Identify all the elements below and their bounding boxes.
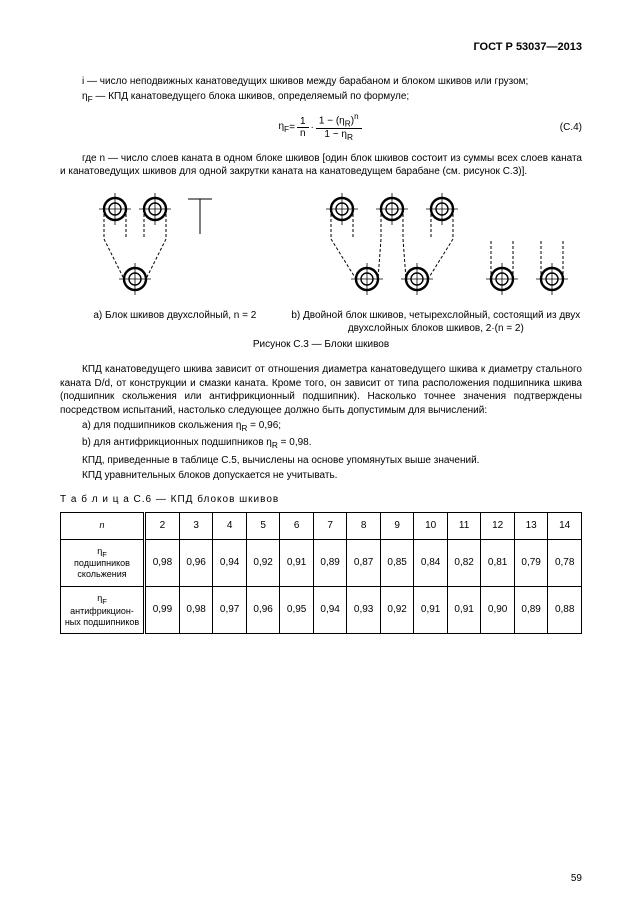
table-header-cell: 14 bbox=[548, 513, 582, 540]
table-header-cell: 7 bbox=[313, 513, 347, 540]
table-cell: 0,89 bbox=[313, 539, 347, 586]
page-number: 59 bbox=[571, 872, 582, 886]
table-cell: 0,89 bbox=[514, 586, 548, 633]
caption-a: a) Блок шкивов двухслойный, n = 2 bbox=[60, 309, 290, 336]
table-header-cell: 3 bbox=[179, 513, 213, 540]
frac2-num: 1 − (ηR)n bbox=[316, 113, 362, 129]
p2a-text: a) для подшипников скольжения η bbox=[82, 420, 241, 431]
table-cell: 0,97 bbox=[213, 586, 247, 633]
table-header-cell: 4 bbox=[213, 513, 247, 540]
row2-head: ηF антифрикцион-ных подшипников bbox=[61, 586, 145, 633]
table-cell: 0,85 bbox=[380, 539, 414, 586]
table-cell: 0,96 bbox=[179, 539, 213, 586]
defn-n: где n — число слоев каната в одном блоке… bbox=[60, 152, 582, 179]
table-header-cell: 6 bbox=[280, 513, 314, 540]
defn-i: i — число неподвижных канатоведущих шкив… bbox=[60, 75, 582, 89]
formula-lhs: ηF bbox=[278, 120, 289, 135]
paragraph-kpd3: КПД уравнительных блоков допускается не … bbox=[60, 469, 582, 483]
table-cell: 0,92 bbox=[246, 539, 280, 586]
table-header-cell: 9 bbox=[380, 513, 414, 540]
frac-1n: 1 n bbox=[297, 116, 309, 140]
frac1-num: 1 bbox=[297, 116, 309, 128]
den2a: 1 − η bbox=[324, 129, 347, 140]
table-cell: 0,98 bbox=[145, 539, 180, 586]
table-cell: 0,78 bbox=[548, 539, 582, 586]
caption-b: b) Двойной блок шкивов, четырехслойный, … bbox=[290, 309, 582, 336]
table-header-cell: 10 bbox=[414, 513, 448, 540]
formula-mult: · bbox=[311, 121, 314, 135]
etaF-rest: — КПД канатоведущего блока шкивов, опред… bbox=[93, 91, 410, 102]
figure-caption: Рисунок С.3 — Блоки шкивов bbox=[60, 338, 582, 352]
formula-eq: = bbox=[289, 121, 295, 135]
p2b-rest: = 0,98. bbox=[278, 437, 312, 448]
table-cell: 0,82 bbox=[447, 539, 481, 586]
table-cell: 0,87 bbox=[347, 539, 381, 586]
table-cell: 0,84 bbox=[414, 539, 448, 586]
table-cell: 0,93 bbox=[347, 586, 381, 633]
table-cell: 0,79 bbox=[514, 539, 548, 586]
n-sym: n bbox=[99, 520, 104, 530]
r2-label: антифрикцион-ных подшипников bbox=[65, 606, 139, 627]
figure-c3 bbox=[60, 189, 582, 299]
row1-head: ηF подшипников скольжения bbox=[61, 539, 145, 586]
header-n: n bbox=[61, 513, 145, 540]
table-row-slide: ηF подшипников скольжения 0,980,960,940,… bbox=[61, 539, 582, 586]
table-cell: 0,91 bbox=[447, 586, 481, 633]
den2s: R bbox=[347, 132, 353, 142]
diagram-a bbox=[60, 189, 280, 299]
table-header-cell: 11 bbox=[447, 513, 481, 540]
formula-label: (С.4) bbox=[560, 121, 582, 135]
defn-etaF: ηF — КПД канатоведущего блока шкивов, оп… bbox=[60, 90, 582, 105]
item-a: a) для подшипников скольжения ηR = 0,96; bbox=[60, 419, 582, 434]
table-header-cell: 5 bbox=[246, 513, 280, 540]
item-b: b) для антифрикционных подшипников ηR = … bbox=[60, 436, 582, 451]
table-header-cell: 2 bbox=[145, 513, 180, 540]
frac-main: 1 − (ηR)n 1 − ηR bbox=[316, 113, 362, 142]
table-c6: n 234567891011121314 ηF подшипников скол… bbox=[60, 512, 582, 634]
table-cell: 0,98 bbox=[179, 586, 213, 633]
table-header-cell: 12 bbox=[481, 513, 515, 540]
table-cell: 0,91 bbox=[280, 539, 314, 586]
table-header-cell: 13 bbox=[514, 513, 548, 540]
table-cell: 0,94 bbox=[213, 539, 247, 586]
p2a-rest: = 0,96; bbox=[247, 420, 281, 431]
table-cell: 0,90 bbox=[481, 586, 515, 633]
table-cell: 0,94 bbox=[313, 586, 347, 633]
table-cell: 0,81 bbox=[481, 539, 515, 586]
table-cell: 0,92 bbox=[380, 586, 414, 633]
frac2-den: 1 − ηR bbox=[316, 129, 362, 142]
table-row-antifriction: ηF антифрикцион-ных подшипников 0,990,98… bbox=[61, 586, 582, 633]
doc-header: ГОСТ Р 53037—2013 bbox=[60, 40, 582, 55]
formula-c4: ηF = 1 n · 1 − (ηR)n 1 − ηR (С.4) bbox=[60, 112, 582, 144]
frac1-den: n bbox=[297, 128, 309, 140]
table-cell: 0,91 bbox=[414, 586, 448, 633]
r1-sub: F bbox=[102, 549, 107, 558]
table-header-cell: 8 bbox=[347, 513, 381, 540]
paragraph-kpd2: КПД, приведенные в таблице С.5, вычислен… bbox=[60, 454, 582, 468]
num2sup: n bbox=[354, 112, 358, 121]
table-caption: Т а б л и ц а С.6 — КПД блоков шкивов bbox=[60, 493, 582, 507]
paragraph-kpd: КПД канатоведущего шкива зависит от отно… bbox=[60, 363, 582, 417]
p2b-text: b) для антифрикционных подшипников η bbox=[82, 437, 272, 448]
table-cell: 0,96 bbox=[246, 586, 280, 633]
table-cell: 0,88 bbox=[548, 586, 582, 633]
svg-diagram-a bbox=[60, 189, 280, 299]
num2a: 1 − (η bbox=[319, 115, 345, 126]
diagram-b bbox=[302, 189, 582, 299]
table-cell: 0,95 bbox=[280, 586, 314, 633]
svg-diagram-b bbox=[302, 189, 582, 299]
table-cell: 0,99 bbox=[145, 586, 180, 633]
r1-label: подшипников скольжения bbox=[74, 558, 130, 579]
table-header-row: n 234567891011121314 bbox=[61, 513, 582, 540]
r2-sub: F bbox=[102, 597, 107, 606]
